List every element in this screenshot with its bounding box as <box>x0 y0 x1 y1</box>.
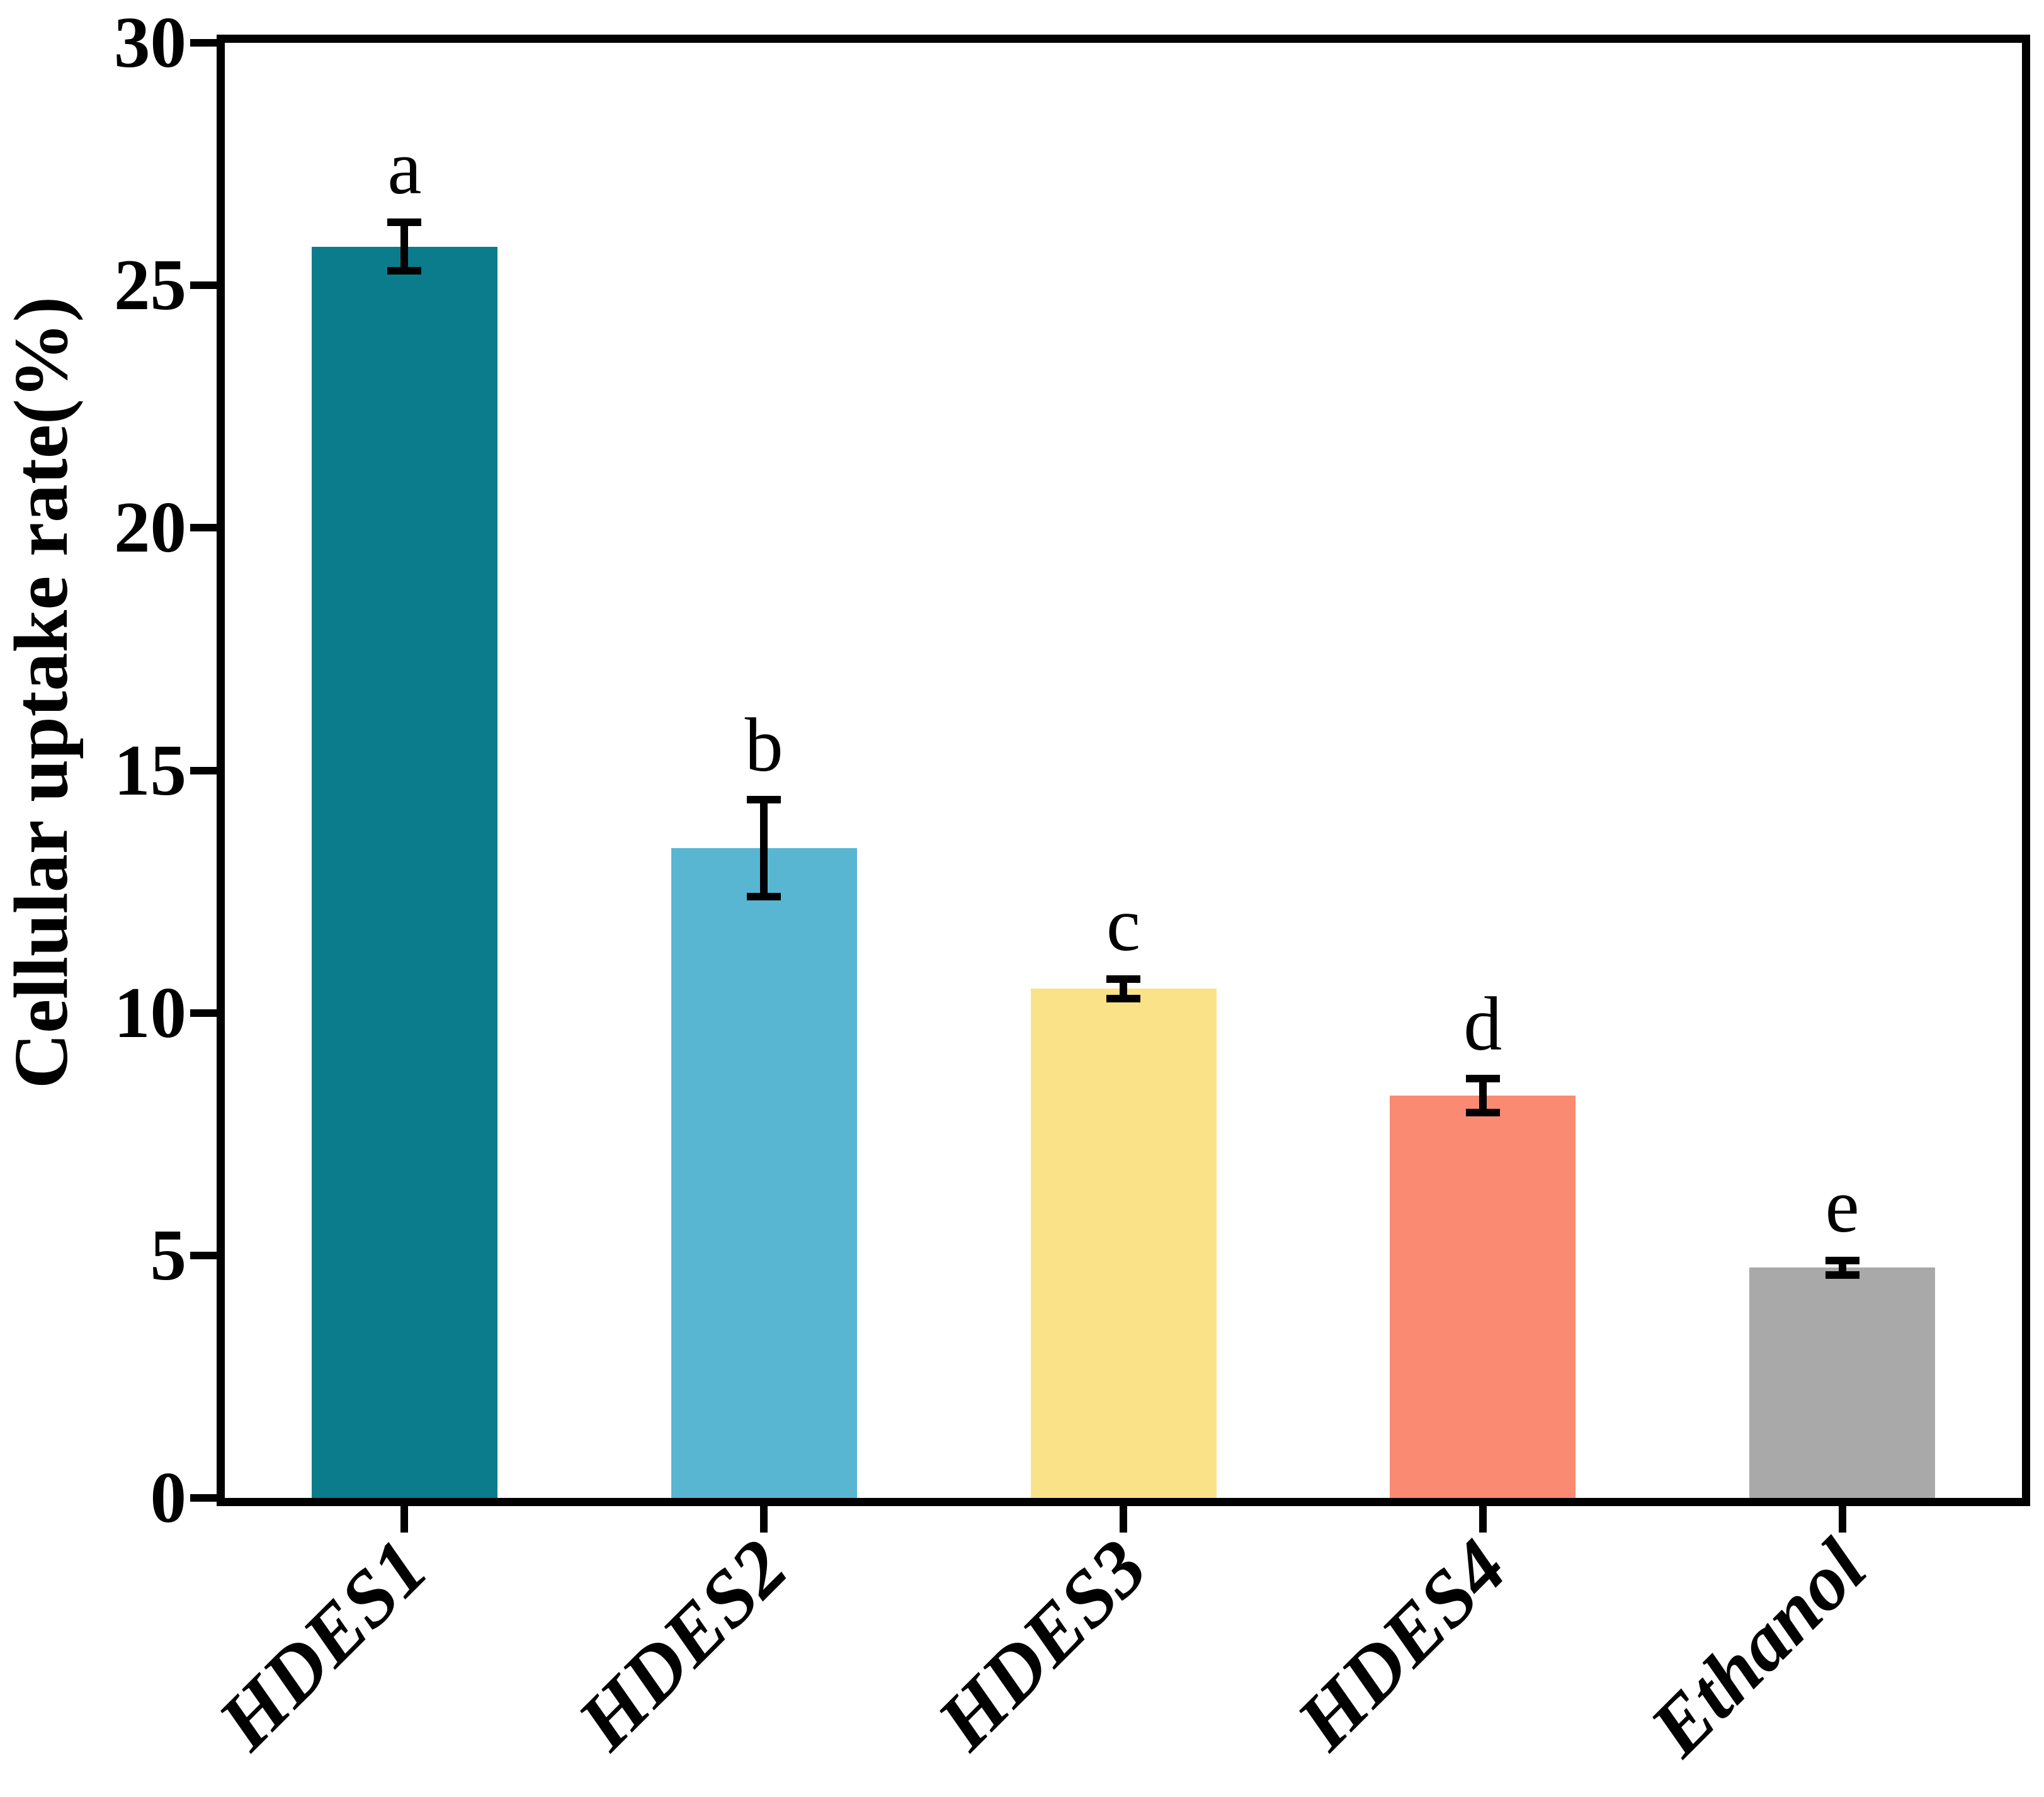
x-axis-tick <box>1838 1506 1846 1533</box>
x-axis-tick <box>1120 1506 1127 1533</box>
y-axis-tick <box>190 281 217 290</box>
significance-letter: b <box>744 702 783 788</box>
y-axis-tick-label: 25 <box>114 245 186 326</box>
error-bar-cap-top <box>1106 975 1140 983</box>
error-bar-cap-top <box>1465 1074 1500 1082</box>
x-axis-tick-label: HDES2 <box>561 1523 804 1766</box>
significance-letter: c <box>1106 881 1141 967</box>
y-axis-tick-label: 15 <box>114 730 186 810</box>
x-axis-tick <box>400 1506 409 1533</box>
error-bar-cap-bottom <box>747 892 781 900</box>
error-bar-cap-bottom <box>387 267 422 275</box>
error-bar-cap-top <box>747 795 781 803</box>
y-axis-tick <box>190 39 217 47</box>
significance-letter: a <box>387 125 422 211</box>
bar-hdes2 <box>671 847 857 1498</box>
error-bar-cap-top <box>1825 1256 1859 1264</box>
error-bar-cap-bottom <box>1106 994 1140 1002</box>
y-axis-tick-label: 5 <box>150 1215 187 1295</box>
y-axis-tick-label: 10 <box>114 972 186 1053</box>
x-axis-tick <box>1479 1506 1487 1533</box>
y-axis-tick <box>190 1494 217 1502</box>
error-bar-cap-bottom <box>1465 1108 1500 1116</box>
error-bar-line <box>1479 1078 1487 1113</box>
bar-hdes4 <box>1390 1095 1576 1498</box>
significance-letter: e <box>1825 1163 1859 1249</box>
y-axis-tick-label: 30 <box>114 3 186 82</box>
y-axis-tick-label: 20 <box>114 487 186 568</box>
significance-letter: d <box>1463 981 1502 1067</box>
bar-hdes3 <box>1030 989 1217 1498</box>
x-axis-tick-label: HDES4 <box>1280 1523 1523 1766</box>
x-axis-tick-label: HDES1 <box>202 1523 445 1766</box>
error-bar-cap-bottom <box>1825 1271 1859 1279</box>
y-axis-tick <box>190 1251 217 1259</box>
error-bar-cap-top <box>387 218 422 227</box>
y-axis-tick <box>190 524 217 532</box>
error-bar-line <box>1120 978 1127 999</box>
y-axis-tick <box>190 766 217 774</box>
error-bar-line <box>400 222 409 271</box>
x-axis-tick <box>760 1506 768 1533</box>
x-axis-tick-label: HDES3 <box>921 1523 1164 1766</box>
x-axis-tick-label: Ethanol <box>1633 1523 1883 1772</box>
y-axis-tick <box>190 1009 217 1017</box>
bar-ethanol <box>1749 1267 1936 1498</box>
y-axis-tick-label: 0 <box>150 1458 187 1538</box>
error-bar-line <box>760 799 768 897</box>
bar-hdes1 <box>311 246 497 1498</box>
